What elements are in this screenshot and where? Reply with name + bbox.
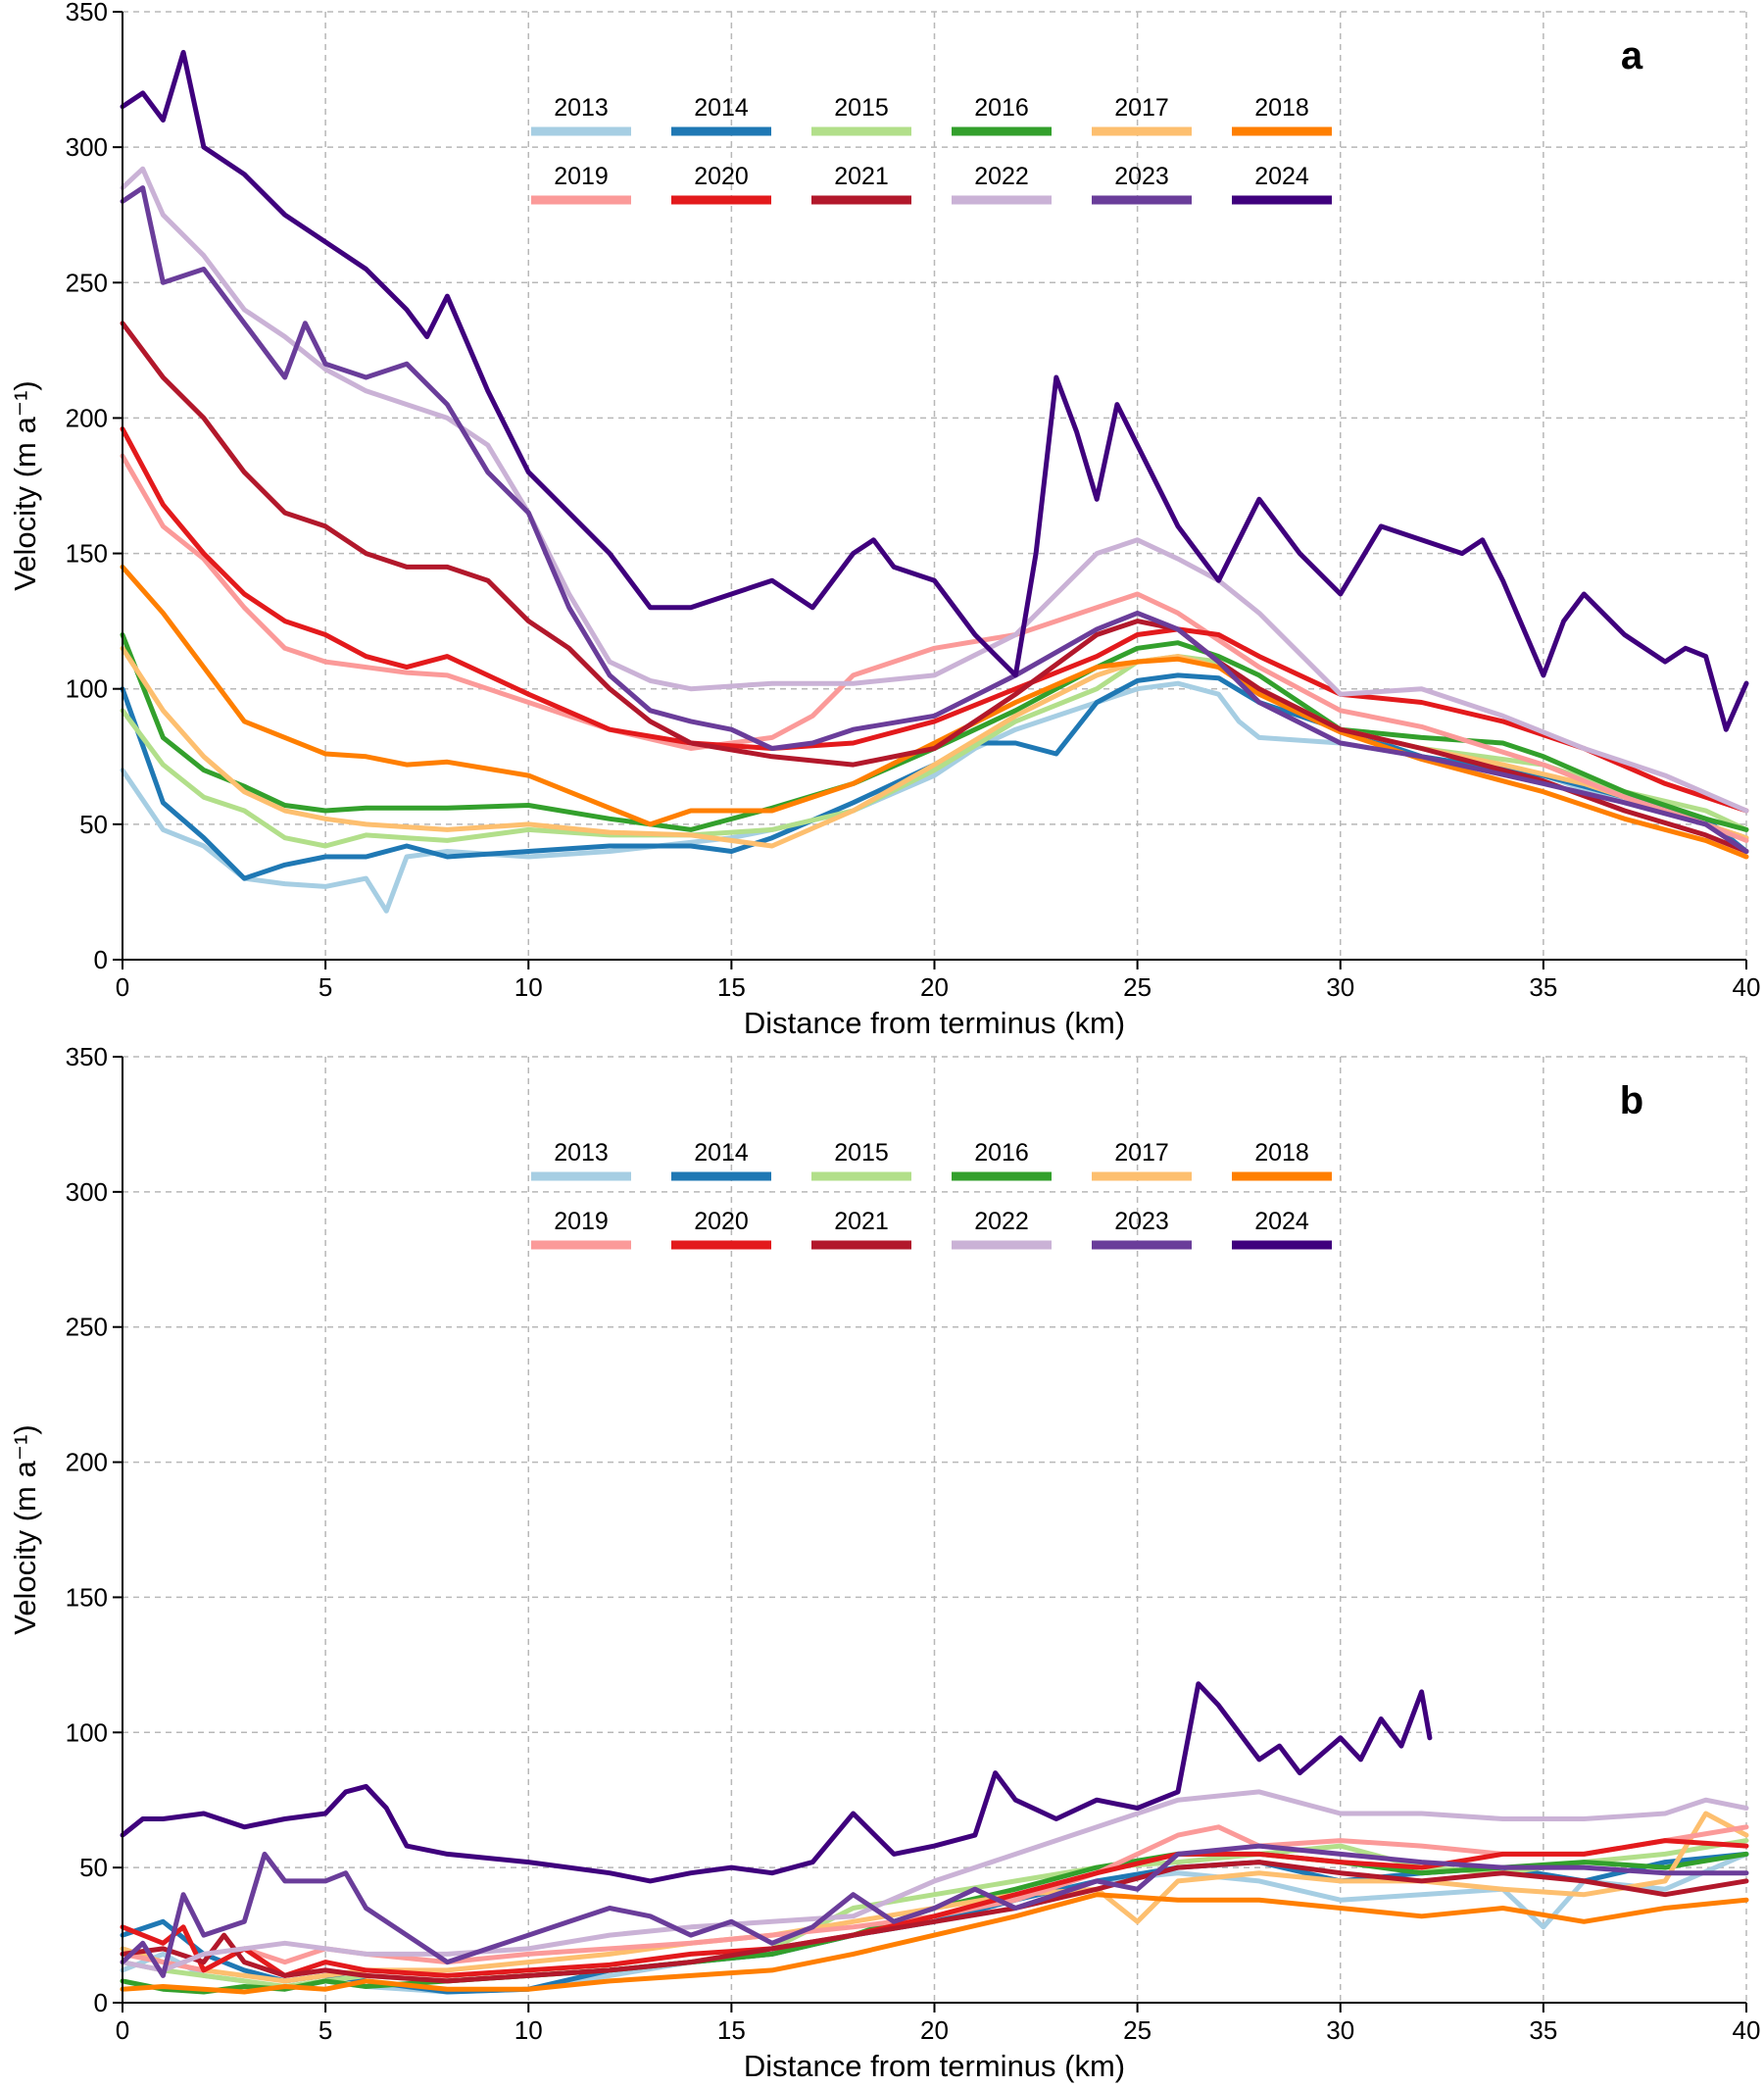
legend-label-2018: 2018 xyxy=(1254,1139,1309,1167)
legend-label-2015: 2015 xyxy=(834,94,889,122)
x-tick-label: 25 xyxy=(1123,2015,1152,2045)
series-line-2022 xyxy=(120,1789,1749,1973)
legend-label-2024: 2024 xyxy=(1254,1208,1309,1235)
y-tick-label: 350 xyxy=(66,1042,108,1071)
series-line-2023 xyxy=(120,185,1749,854)
legend-label-2019: 2019 xyxy=(554,1208,609,1235)
y-axis-title: Velocity (m a⁻¹) xyxy=(8,380,42,590)
y-axis-title: Velocity (m a⁻¹) xyxy=(8,1424,42,1634)
panel-letter: b xyxy=(1620,1079,1643,1122)
y-tick-label: 300 xyxy=(66,132,108,162)
legend-label-2014: 2014 xyxy=(694,94,749,122)
x-tick-label: 10 xyxy=(514,972,543,1002)
legend-label-2016: 2016 xyxy=(974,1139,1029,1167)
y-tick-label: 200 xyxy=(66,1448,108,1477)
legend-label-2021: 2021 xyxy=(834,1208,889,1235)
x-tick-label: 0 xyxy=(116,2015,129,2045)
series-line-2019 xyxy=(120,453,1749,843)
legend-label-2019: 2019 xyxy=(554,163,609,190)
y-tick-label: 250 xyxy=(66,1313,108,1342)
x-tick-label: 10 xyxy=(514,2015,543,2045)
legend-label-2023: 2023 xyxy=(1114,163,1169,190)
legend-label-2018: 2018 xyxy=(1254,94,1309,122)
series-line-2018 xyxy=(120,1892,1749,1995)
x-tick-label: 15 xyxy=(717,972,746,1002)
x-tick-label: 0 xyxy=(116,972,129,1002)
y-tick-label: 200 xyxy=(66,403,108,432)
y-tick-label: 100 xyxy=(66,1717,108,1747)
y-tick-label: 350 xyxy=(66,0,108,26)
y-tick-label: 150 xyxy=(66,539,108,569)
panel-letter: a xyxy=(1621,34,1643,77)
x-tick-label: 20 xyxy=(920,2015,949,2045)
series-line-2024 xyxy=(120,1681,1433,1884)
legend-label-2014: 2014 xyxy=(694,1139,749,1167)
legend-label-2013: 2013 xyxy=(554,1139,609,1167)
series-line-2024 xyxy=(120,49,1749,732)
x-tick-label: 35 xyxy=(1529,972,1557,1002)
legend-label-2016: 2016 xyxy=(974,94,1029,122)
series-line-2018 xyxy=(120,564,1749,860)
y-tick-label: 50 xyxy=(79,810,108,839)
x-tick-label: 35 xyxy=(1529,2015,1557,2045)
x-tick-label: 40 xyxy=(1733,972,1761,1002)
legend-label-2022: 2022 xyxy=(974,1208,1029,1235)
y-tick-label: 0 xyxy=(94,1988,108,2017)
legend-label-2015: 2015 xyxy=(834,1139,889,1167)
panel-b-chart: 0 5 10 15 20 25 30 35 40 0 50 100 150 200 250 300 350 Dis… xyxy=(8,1042,1760,2083)
x-tick-label: 20 xyxy=(920,972,949,1002)
y-tick-label: 50 xyxy=(79,1853,108,1882)
series-line-2019 xyxy=(120,1824,1749,1973)
x-tick-label: 5 xyxy=(318,972,332,1002)
legend-label-2022: 2022 xyxy=(974,163,1029,190)
legend-label-2013: 2013 xyxy=(554,94,609,122)
series-line-2017 xyxy=(120,1811,1749,1984)
panel-a-chart: 0 5 10 15 20 25 30 35 40 0 50 100 150 200 250 300 350 Dis… xyxy=(8,0,1760,1040)
x-tick-label: 5 xyxy=(318,2015,332,2045)
y-tick-label: 250 xyxy=(66,268,108,297)
x-tick-label: 30 xyxy=(1326,2015,1354,2045)
x-tick-label: 25 xyxy=(1123,972,1152,1002)
series-line-2022 xyxy=(120,166,1749,814)
legend-label-2024: 2024 xyxy=(1254,163,1309,190)
series-line-2021 xyxy=(120,1860,1749,1984)
x-axis-title: Distance from terminus (km) xyxy=(744,2049,1125,2083)
x-axis-title: Distance from terminus (km) xyxy=(744,1006,1125,1040)
y-tick-label: 300 xyxy=(66,1177,108,1207)
legend-label-2020: 2020 xyxy=(694,1208,749,1235)
x-tick-label: 15 xyxy=(717,2015,746,2045)
legend-label-2017: 2017 xyxy=(1114,1139,1169,1167)
x-tick-label: 40 xyxy=(1733,2015,1761,2045)
legend-label-2023: 2023 xyxy=(1114,1208,1169,1235)
y-tick-label: 0 xyxy=(94,945,108,974)
x-tick-label: 30 xyxy=(1326,972,1354,1002)
series-line-2021 xyxy=(120,321,1749,854)
y-tick-label: 100 xyxy=(66,674,108,704)
legend-label-2017: 2017 xyxy=(1114,94,1169,122)
legend-label-2021: 2021 xyxy=(834,163,889,190)
legend-label-2020: 2020 xyxy=(694,163,749,190)
y-tick-label: 150 xyxy=(66,1582,108,1612)
series-line-2020 xyxy=(120,426,1749,814)
series-line-2023 xyxy=(120,1843,1749,1978)
